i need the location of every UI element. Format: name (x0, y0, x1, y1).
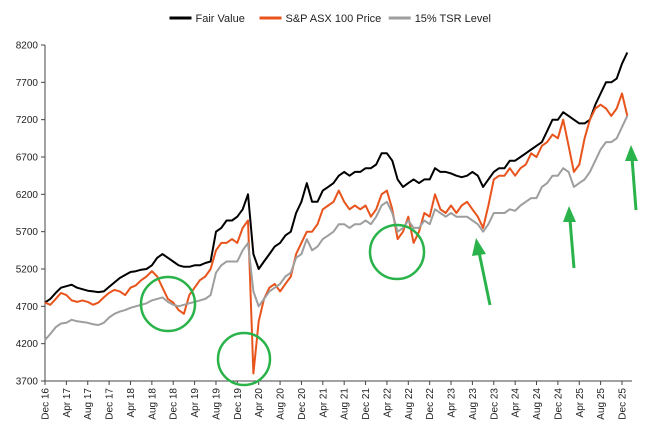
y-tick-label: 5200 (16, 265, 39, 276)
x-tick-label: Apr 18 (126, 388, 137, 418)
series-line (44, 52, 629, 304)
arrow (630, 157, 638, 211)
y-tick-label: 8200 (16, 41, 39, 52)
highlight-circle (139, 275, 197, 333)
x-tick-label: Aug 22 (404, 388, 415, 420)
y-tick-label: 3700 (16, 377, 39, 388)
annotations (139, 145, 638, 387)
highlight-circle (216, 331, 272, 387)
arrow-head (472, 238, 486, 256)
x-tick-label: Dec 16 (41, 388, 52, 420)
y-tick-label: 7200 (16, 115, 39, 126)
x-tick-label: Dec 22 (425, 388, 436, 420)
x-tick-label: Dec 25 (618, 388, 629, 420)
x-tick-label: Apr 23 (447, 388, 458, 418)
x-tick-label: Dec 23 (489, 388, 500, 420)
x-tick-label: Aug 21 (340, 388, 351, 420)
x-tick-label: Aug 20 (276, 388, 287, 420)
arrow-head (563, 206, 576, 222)
arrow (477, 251, 492, 306)
x-tick-label: Apr 24 (511, 388, 522, 418)
x-tick-label: Aug 25 (596, 388, 607, 420)
y-tick-label: 4200 (16, 339, 39, 350)
legend-label: S&P ASX 100 Price (286, 13, 382, 25)
y-tick-label: 4700 (16, 302, 39, 313)
x-tick-label: Apr 20 (254, 388, 265, 418)
x-tick-label: Apr 17 (62, 388, 73, 418)
legend: Fair Value S&P ASX 100 Price 15% TSR Level (169, 13, 491, 25)
arrow-head (625, 145, 638, 161)
x-tick-label: Dec 18 (169, 388, 180, 420)
y-tick-label: 7700 (16, 78, 39, 89)
x-tick-label: Dec 19 (233, 388, 244, 420)
x-tick-label: Apr 19 (190, 388, 201, 418)
x-tick-label: Apr 21 (318, 388, 329, 418)
arrow (568, 219, 576, 269)
x-tick-label: Aug 24 (532, 388, 543, 420)
x-tick-label: Aug 23 (468, 388, 479, 420)
highlight-circle (368, 223, 426, 281)
y-tick-label: 5700 (16, 227, 39, 238)
x-tick-label: Dec 24 (553, 388, 564, 420)
legend-label: 15% TSR Level (415, 13, 491, 25)
legend-label: Fair Value (196, 13, 245, 25)
series-line (44, 92, 629, 375)
x-tick-label: Aug 17 (83, 388, 94, 420)
x-tick-label: Apr 22 (382, 388, 393, 418)
x-tick-label: Dec 20 (297, 388, 308, 420)
y-tick-label: 6200 (16, 190, 39, 201)
y-tick-label: 6700 (16, 153, 39, 164)
x-tick-label: Aug 19 (211, 388, 222, 420)
x-tick-label: Aug 18 (147, 388, 158, 420)
x-tick-label: Dec 17 (105, 388, 116, 420)
x-tick-label: Dec 21 (361, 388, 372, 420)
x-tick-label: Apr 25 (575, 388, 586, 418)
